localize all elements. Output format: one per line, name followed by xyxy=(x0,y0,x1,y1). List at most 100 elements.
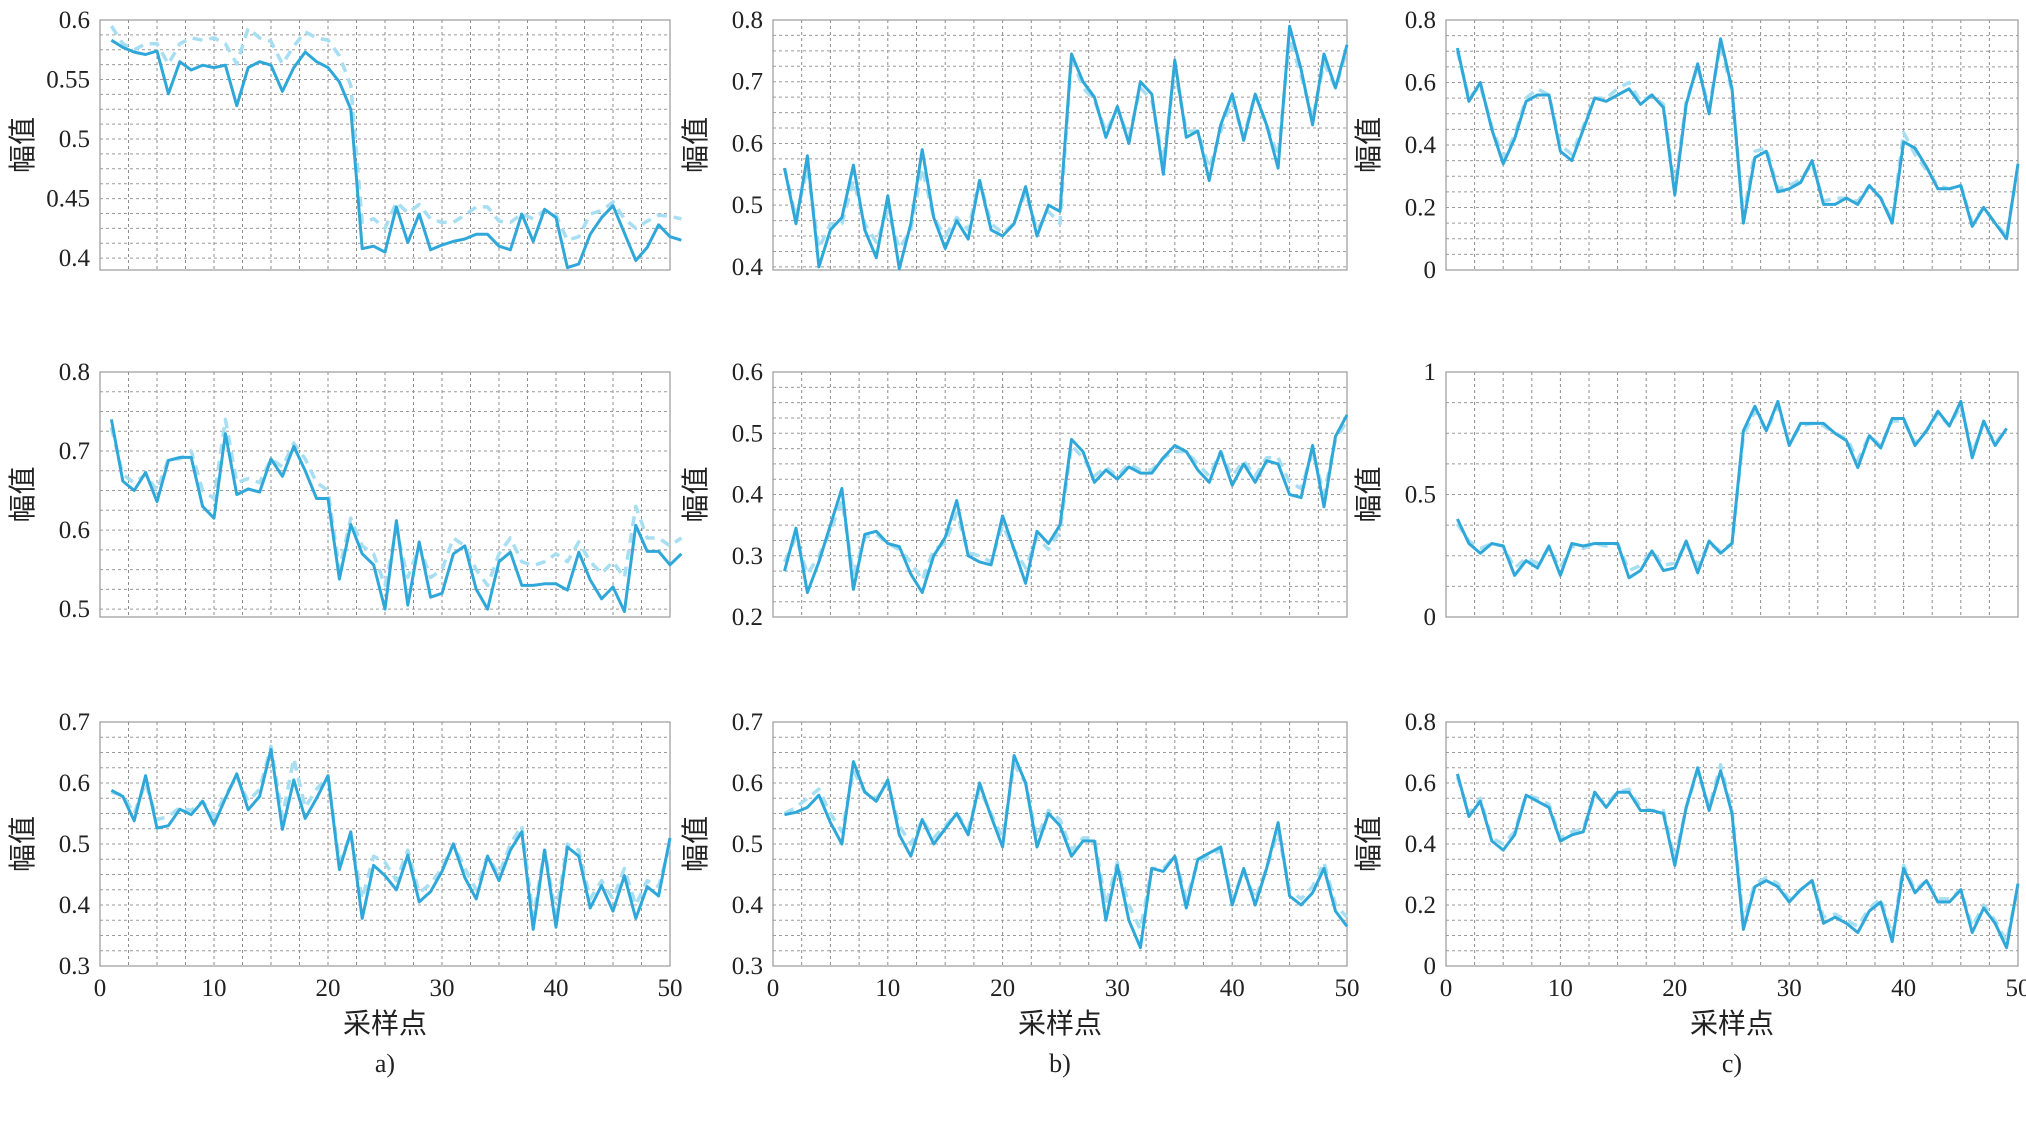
series-line-solid xyxy=(110,38,682,270)
y-tick-label: 0.6 xyxy=(1405,770,1436,797)
x-tick-label: 10 xyxy=(875,975,900,1002)
x-tick-label: 30 xyxy=(1777,975,1802,1002)
y-tick-label: 0.3 xyxy=(732,543,763,570)
y-tick-label: 0.4 xyxy=(732,892,764,919)
x-axis-label: 采样点 xyxy=(1018,1007,1102,1040)
y-axis-label: 幅值 xyxy=(1352,466,1385,522)
y-tick-label: 0.8 xyxy=(1405,709,1436,736)
series-line-dashed xyxy=(1455,762,2020,944)
y-axis-label: 幅值 xyxy=(6,466,39,522)
plot-frame xyxy=(1445,371,2019,618)
y-tick-label: 0.2 xyxy=(732,604,763,631)
x-tick-label: 0 xyxy=(94,975,107,1002)
y-tick-label: 0 xyxy=(1424,953,1437,980)
x-tick-label: 40 xyxy=(1891,975,1916,1002)
series-line-solid xyxy=(783,414,1349,594)
x-tick-label: 50 xyxy=(2006,975,2026,1002)
plot-frame xyxy=(1445,721,2019,967)
y-tick-label: 0.4 xyxy=(1405,132,1437,159)
y-tick-label: 0.5 xyxy=(59,596,90,623)
subplot-5: 0.2 0.3 0.4 0.5 0.6 幅值 xyxy=(679,359,1349,631)
y-tick-label: 0.3 xyxy=(59,953,90,980)
y-tick-label: 0.6 xyxy=(59,770,90,797)
plot-frame xyxy=(99,19,671,271)
y-tick-label: 0.8 xyxy=(732,7,763,34)
y-tick-label: 0.5 xyxy=(732,192,763,219)
plot-frame xyxy=(772,721,1348,967)
series-line-solid xyxy=(1455,37,2020,241)
x-axis-label: 采样点 xyxy=(343,1007,427,1040)
x-tick-label: 0 xyxy=(767,975,780,1002)
y-tick-label: 0.4 xyxy=(1405,831,1437,858)
series-line-solid xyxy=(110,747,672,931)
y-tick-label: 0.5 xyxy=(732,831,763,858)
series-line-dashed xyxy=(782,420,1349,583)
y-tick-label: 0.4 xyxy=(59,245,91,272)
x-tick-label: 20 xyxy=(990,975,1015,1002)
y-axis-label: 幅值 xyxy=(679,466,712,522)
y-tick-label: 0.7 xyxy=(732,709,763,736)
series-line-solid xyxy=(784,754,1349,950)
y-tick-label: 0.8 xyxy=(1405,7,1436,34)
y-tick-label: 0.7 xyxy=(732,69,763,96)
y-axis-label: 幅值 xyxy=(1352,117,1385,173)
y-tick-label: 0.2 xyxy=(1405,892,1436,919)
x-tick-label: 0 xyxy=(1440,975,1453,1002)
y-tick-label: 0.6 xyxy=(59,517,90,544)
y-axis-label: 幅值 xyxy=(679,117,712,173)
series-line-solid xyxy=(783,24,1349,271)
subplot-6: 0 0.5 1 幅值 xyxy=(1352,359,2019,631)
y-tick-label: 0.6 xyxy=(59,7,90,34)
y-tick-label: 0.4 xyxy=(59,892,91,919)
panel-label: a) xyxy=(375,1049,395,1078)
y-tick-label: 0.6 xyxy=(1405,70,1436,97)
y-tick-label: 0.5 xyxy=(59,126,90,153)
y-axis-label: 幅值 xyxy=(6,816,39,872)
y-tick-label: 0 xyxy=(1424,604,1437,631)
plot-frame xyxy=(772,19,1348,271)
plot-frame xyxy=(99,371,671,618)
series-line-dashed xyxy=(783,762,1349,932)
y-axis-label: 幅值 xyxy=(679,816,712,872)
y-tick-label: 0 xyxy=(1424,257,1437,284)
y-tick-label: 0.5 xyxy=(732,420,763,447)
y-tick-label: 0.5 xyxy=(1405,482,1436,509)
y-tick-label: 0.7 xyxy=(59,438,90,465)
y-tick-label: 0.5 xyxy=(59,831,90,858)
panel-label: b) xyxy=(1049,1049,1071,1078)
y-tick-label: 0.4 xyxy=(732,254,764,281)
y-tick-label: 0.45 xyxy=(46,186,90,213)
y-tick-label: 1 xyxy=(1424,359,1437,386)
subplot-3: 0 0.2 0.4 0.6 0.8 幅值 xyxy=(1352,7,2020,284)
y-tick-label: 0.2 xyxy=(1405,195,1436,222)
x-tick-label: 40 xyxy=(1220,975,1245,1002)
y-tick-label: 0.4 xyxy=(732,482,764,509)
x-axis-label: 采样点 xyxy=(1690,1007,1774,1040)
x-tick-label: 10 xyxy=(1548,975,1573,1002)
series-line-solid xyxy=(109,419,683,613)
y-axis-label: 幅值 xyxy=(6,117,39,173)
subplot-2: 0.4 0.5 0.6 0.7 0.8 幅值 xyxy=(679,7,1349,281)
series-line-dashed xyxy=(109,25,682,242)
plot-frame xyxy=(1445,19,2019,271)
x-tick-label: 20 xyxy=(1662,975,1687,1002)
y-tick-label: 0.6 xyxy=(732,770,763,797)
y-tick-label: 0.7 xyxy=(59,709,90,736)
x-tick-label: 50 xyxy=(1335,975,1360,1002)
x-tick-label: 40 xyxy=(544,975,569,1002)
y-axis-label: 幅值 xyxy=(1352,816,1385,872)
series-line-dashed xyxy=(109,417,683,588)
subplot-4: 0.5 0.6 0.7 0.8 幅值 xyxy=(6,359,683,623)
y-tick-label: 0.3 xyxy=(732,953,763,980)
y-tick-label: 0.8 xyxy=(59,359,90,386)
x-tick-label: 10 xyxy=(202,975,227,1002)
series-line-solid xyxy=(1456,399,2008,580)
x-tick-label: 50 xyxy=(658,975,683,1002)
y-tick-label: 0.6 xyxy=(732,359,763,386)
y-tick-label: 0.6 xyxy=(732,130,763,157)
y-tick-label: 0.55 xyxy=(46,67,90,94)
